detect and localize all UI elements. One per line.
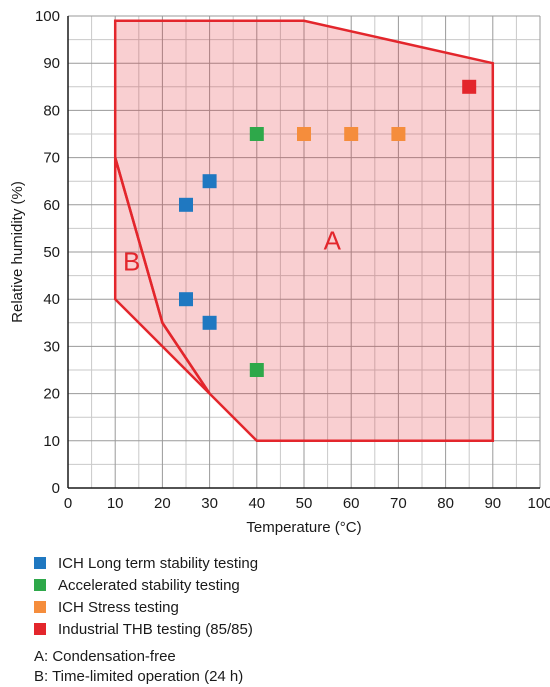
y-tick-label: 10 [43, 433, 60, 450]
legend-item-stress: ICH Stress testing [34, 596, 258, 618]
y-tick-label: 100 [35, 8, 60, 25]
legend-swatch-accelerated [34, 579, 46, 591]
data-point-series-1 [249, 127, 264, 141]
legend-swatch-thb [34, 623, 46, 635]
note-a: A: Condensation-free [34, 648, 176, 665]
data-point-series-1 [249, 363, 264, 377]
legend-item-long-term: ICH Long term stability testing [34, 552, 258, 574]
x-tick-label: 100 [527, 495, 550, 512]
x-tick-label: 20 [154, 495, 171, 512]
note-b: B: Time-limited operation (24 h) [34, 668, 244, 685]
points-layer [179, 79, 477, 377]
region-a-label: A [324, 225, 342, 255]
y-tick-label: 60 [43, 197, 60, 214]
legend-label-long-term: ICH Long term stability testing [58, 554, 259, 572]
y-tick-label: 50 [43, 244, 60, 261]
legend-label-accelerated: Accelerated stability testing [58, 576, 240, 594]
data-point-series-0 [179, 292, 193, 307]
region-b-area [113, 157, 211, 395]
chart-svg: AB 0 10 20 30 40 50 60 70 80 90 100010203040506070… [9, 8, 550, 536]
tick-labels: 0 10 20 30 40 50 60 70 80 90 100 0 10 20 30 40 50 60 70 80 9… [35, 8, 550, 512]
y-tick-label: 30 [43, 338, 60, 355]
data-point-series-0 [202, 174, 217, 189]
data-point-series-2 [391, 127, 406, 141]
x-tick-label: 80 [437, 495, 454, 512]
x-tick-label: 90 [484, 495, 501, 512]
data-point-series-2 [297, 127, 311, 141]
legend-label-thb: Industrial THB testing (85/85) [58, 620, 253, 638]
x-tick-label: 40 [248, 495, 265, 512]
data-point-series-0 [179, 197, 193, 212]
region-b-label: B [123, 247, 140, 277]
data-point-series-0 [202, 315, 217, 330]
regions-layer: AB [113, 19, 495, 443]
x-tick-label: 30 [201, 495, 218, 512]
region-a-area [113, 19, 495, 443]
y-axis-label: Relative humidity (%) [9, 181, 26, 323]
legend-label-stress: ICH Stress testing [58, 598, 179, 616]
x-tick-label: 10 [107, 495, 124, 512]
legend-swatch-long-term [34, 557, 46, 569]
legend-item-accelerated: Accelerated stability testing [34, 574, 258, 596]
x-tick-label: 0 [64, 495, 72, 512]
y-tick-label: 70 [43, 150, 60, 167]
y-tick-label: 40 [43, 291, 60, 308]
legend: ICH Long term stability testing Accelera… [34, 552, 258, 640]
axes-layer [67, 16, 540, 489]
x-tick-label: 60 [343, 495, 360, 512]
legend-item-thb: Industrial THB testing (85/85) [34, 618, 258, 640]
data-point-series-3 [462, 79, 477, 94]
data-point-series-2 [344, 127, 359, 141]
region-notes: A: Condensation-free B: Time-limited ope… [34, 647, 243, 687]
y-tick-label: 20 [43, 386, 60, 403]
major-gridlines [67, 15, 541, 489]
y-tick-label: 80 [43, 102, 60, 119]
x-tick-label: 70 [390, 495, 407, 512]
x-axis-label: Temperature (°C) [246, 519, 361, 536]
x-tick-label: 50 [296, 495, 313, 512]
legend-swatch-stress [34, 601, 46, 613]
y-tick-label: 0 [52, 480, 60, 497]
y-tick-label: 90 [43, 55, 60, 72]
